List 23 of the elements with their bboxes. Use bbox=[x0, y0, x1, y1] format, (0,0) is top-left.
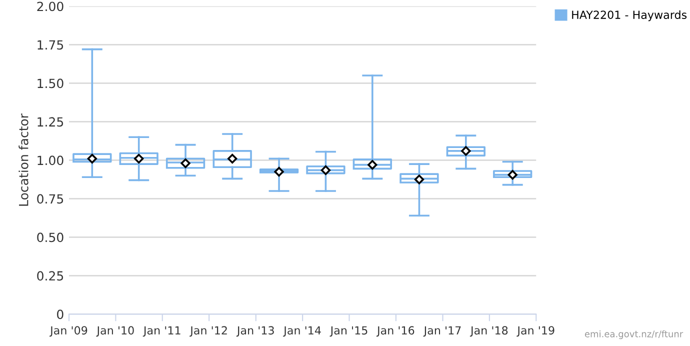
y-tick-label: 0.50 bbox=[37, 232, 64, 242]
x-tick-label: Jan '16 bbox=[376, 326, 414, 337]
y-tick-label: 0.75 bbox=[37, 194, 64, 204]
x-tick-label: Jan '09 bbox=[50, 326, 88, 337]
y-tick-label: 0.25 bbox=[37, 271, 64, 281]
x-tick-label: Jan '11 bbox=[142, 326, 180, 337]
x-tick-label: Jan '17 bbox=[423, 326, 461, 337]
x-tick-label: Jan '12 bbox=[190, 326, 227, 337]
y-tick-label: 2.00 bbox=[37, 2, 64, 12]
y-tick-label: 1.25 bbox=[38, 117, 64, 127]
x-tick-label: Jan '13 bbox=[236, 326, 274, 337]
legend-label: HAY2201 - Haywards bbox=[572, 10, 687, 22]
y-tick-label: 1.00 bbox=[38, 156, 64, 166]
y-tick-label: 1.75 bbox=[38, 40, 64, 50]
x-tick-label: Jan '15 bbox=[330, 326, 368, 337]
x-tick-label: Jan '18 bbox=[470, 326, 508, 337]
x-tick-label: Jan '19 bbox=[516, 326, 554, 337]
y-axis-title: Location factor bbox=[18, 113, 28, 206]
y-tick-label: 1.50 bbox=[38, 78, 64, 88]
text: emi.ea.govt.nz/r/ftunr bbox=[584, 330, 684, 340]
x-tick-label: Jan '14 bbox=[283, 326, 321, 337]
x-tick-label: Jan '10 bbox=[96, 326, 134, 337]
y-tick-label: 0 bbox=[57, 310, 64, 320]
